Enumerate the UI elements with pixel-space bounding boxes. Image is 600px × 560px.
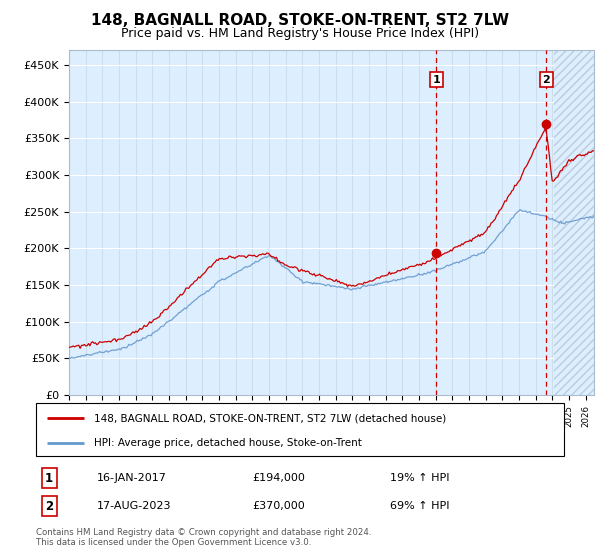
Text: £194,000: £194,000 [253, 473, 305, 483]
Text: £370,000: £370,000 [253, 501, 305, 511]
Bar [554, 50, 594, 395]
Text: 19% ↑ HPI: 19% ↑ HPI [390, 473, 449, 483]
Text: HPI: Average price, detached house, Stoke-on-Trent: HPI: Average price, detached house, Stok… [94, 438, 362, 448]
Text: 69% ↑ HPI: 69% ↑ HPI [390, 501, 449, 511]
Text: 2: 2 [45, 500, 53, 512]
Text: 16-JAN-2017: 16-JAN-2017 [97, 473, 167, 483]
Text: 148, BAGNALL ROAD, STOKE-ON-TRENT, ST2 7LW: 148, BAGNALL ROAD, STOKE-ON-TRENT, ST2 7… [91, 13, 509, 29]
Text: 148, BAGNALL ROAD, STOKE-ON-TRENT, ST2 7LW (detached house): 148, BAGNALL ROAD, STOKE-ON-TRENT, ST2 7… [94, 413, 446, 423]
Text: 1: 1 [45, 472, 53, 485]
Text: 1: 1 [433, 74, 440, 85]
Text: Contains HM Land Registry data © Crown copyright and database right 2024.
This d: Contains HM Land Registry data © Crown c… [36, 528, 371, 547]
Text: Price paid vs. HM Land Registry's House Price Index (HPI): Price paid vs. HM Land Registry's House … [121, 27, 479, 40]
Text: 17-AUG-2023: 17-AUG-2023 [97, 501, 171, 511]
Text: 2: 2 [542, 74, 550, 85]
FancyBboxPatch shape [36, 403, 564, 456]
